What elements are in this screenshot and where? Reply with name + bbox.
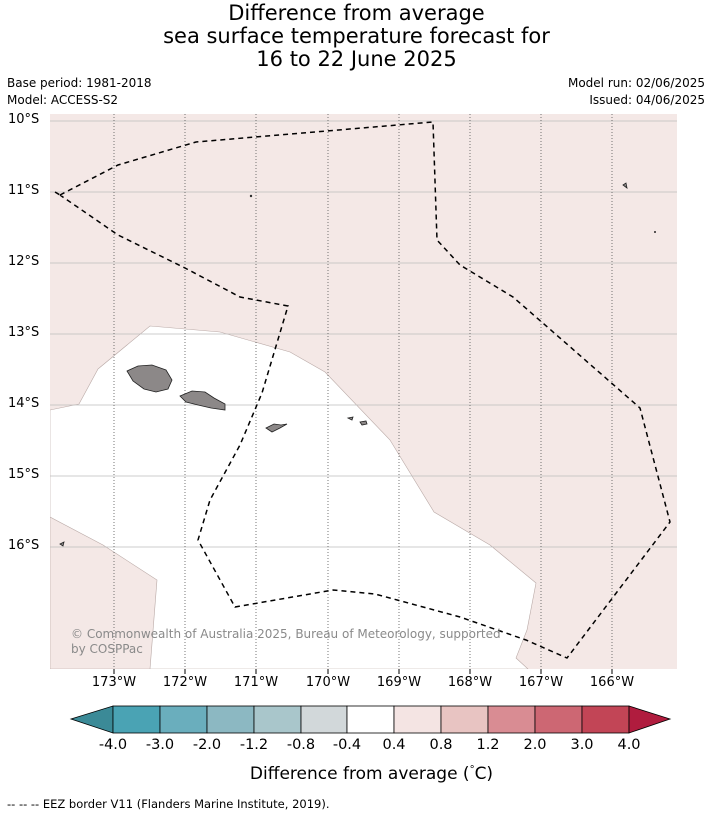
tutuila-island [265, 423, 288, 433]
colorbar-segment-1 [112, 705, 161, 734]
lat-label-11s: 11°S [8, 183, 40, 198]
colorbar-tick-label: -1.2 [239, 737, 269, 753]
lon-label-168w: 168°W [447, 675, 493, 690]
issued-date: Issued: 04/06/2025 [589, 93, 705, 107]
lat-label-15s: 15°S [8, 467, 40, 482]
colorbar-segment-7 [393, 705, 442, 734]
colorbar-high-extension [628, 705, 672, 734]
colorbar-tick-label: 2.0 [523, 737, 547, 753]
colorbar-tick-label: 3.0 [570, 737, 594, 753]
colorbar-low-extension [69, 705, 114, 734]
colorbar-segment-8 [440, 705, 489, 734]
ofu-island [346, 416, 354, 421]
tau-island [359, 420, 368, 426]
colorbar-segment-5 [300, 705, 348, 734]
colorbar-segment-4 [253, 705, 302, 734]
copyright-line-1: © Commonwealth of Australia 2025, Bureau… [71, 627, 501, 641]
lon-gridlines [113, 114, 613, 669]
colorbar-tick-label: -0.4 [332, 737, 362, 753]
lat-label-13s: 13°S [8, 325, 40, 340]
small-islet-1 [249, 194, 253, 198]
title-line-1: Difference from average [228, 1, 485, 25]
colorbar-title-prefix: Difference from average ( [249, 764, 470, 784]
lat-label-12s: 12°S [8, 254, 40, 269]
lon-label-172w: 172°W [162, 675, 208, 690]
colorbar-segment-6 [346, 705, 395, 734]
colorbar-tick-label: 0.8 [429, 737, 453, 753]
small-islet-2 [654, 230, 657, 233]
colorbar-tick-label: -0.8 [286, 737, 316, 753]
connector-border [54, 191, 61, 196]
model-name: Model: ACCESS-S2 [7, 93, 119, 107]
lon-label-171w: 171°W [233, 675, 279, 690]
colorbar-title-suffix: C) [474, 764, 494, 784]
colorbar-title: Difference from average (°C) [0, 764, 713, 784]
colorbar-segment-11 [581, 705, 630, 734]
model-run: Model run: 02/06/2025 [567, 76, 705, 90]
map-area [50, 114, 677, 669]
lat-gridlines [50, 120, 677, 548]
lon-label-170w: 170°W [305, 675, 351, 690]
upolu-island [179, 390, 226, 411]
eez-borders [54, 121, 671, 659]
colorbar-segment-2 [159, 705, 208, 734]
colorbar-tick-label: 1.2 [476, 737, 500, 753]
colorbar-segment-9 [487, 705, 536, 734]
lat-label-14s: 14°S [8, 396, 40, 411]
base-period: Base period: 1981-2018 [7, 76, 152, 90]
title-line-2: sea surface temperature forecast for [163, 24, 550, 48]
colorbar [69, 705, 672, 734]
swains-island [622, 182, 628, 189]
colorbar-segment-10 [534, 705, 583, 734]
colorbar-tick-label: 0.4 [382, 737, 406, 753]
samoa-eez-border [59, 121, 671, 659]
lat-label-10s: 10°S [8, 112, 40, 127]
eez-legend-note: -- -- -- EEZ border V11 (Flanders Marine… [7, 797, 330, 811]
copyright-line-2: by COSPPac [71, 642, 143, 656]
copyright-notice: © Commonwealth of Australia 2025, Bureau… [71, 627, 501, 657]
colorbar-tick-label: -4.0 [98, 737, 128, 753]
colorbar-title-degree: ° [469, 764, 475, 776]
lon-label-167w: 167°W [518, 675, 564, 690]
savaii-island [126, 364, 173, 393]
colorbar-tick-label: 4.0 [617, 737, 641, 753]
colorbar-tick-label: -3.0 [145, 737, 175, 753]
colorbar-segment-3 [206, 705, 255, 734]
lon-ticks [113, 669, 613, 674]
land-masses [59, 182, 657, 547]
lon-label-173w: 173°W [91, 675, 137, 690]
title-line-3: 16 to 22 June 2025 [256, 47, 457, 71]
small-islet-3 [59, 541, 65, 547]
lat-label-16s: 16°S [8, 538, 40, 553]
lon-label-166w: 166°W [589, 675, 635, 690]
colorbar-tick-label: -2.0 [192, 737, 222, 753]
lon-label-169w: 169°W [376, 675, 422, 690]
